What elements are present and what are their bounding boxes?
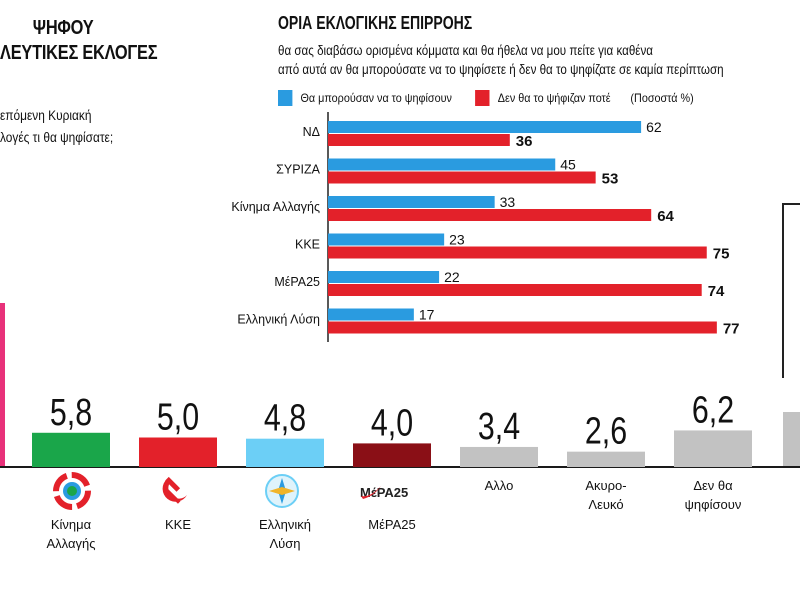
vbar-category-label: Κίνημα (51, 517, 92, 532)
hbar-never-vote-bar (328, 246, 707, 259)
elliniki-lysi-logo-icon (264, 473, 304, 513)
mera25-logo: ΜέΡΑ25 (360, 484, 408, 502)
vbar-value-label: 2,6 (585, 411, 627, 453)
left-question-line2: λογές τι θα ψηφίσατε; (0, 129, 114, 145)
kinima-allagis-logo-icon (52, 471, 92, 511)
hbar-never-vote-value: 36 (516, 133, 533, 150)
hbar-category-label: ΣΥΡΙΖΑ (276, 163, 321, 177)
inset-title: ΟΡΙΑ ΕΚΛΟΓΙΚΗΣ ΕΠΙΡΡΟΗΣ (278, 13, 473, 33)
vbar-value-label: 5,8 (50, 392, 92, 434)
vbar-bar (246, 438, 324, 467)
vbar-category-label: ΚΚΕ (165, 517, 191, 532)
hbar-could-vote-bar (328, 308, 414, 321)
right-cropped-frame (782, 203, 800, 378)
hbar-category-label: ΜέΡΑ25 (274, 275, 320, 289)
vbar-bar (353, 443, 431, 467)
vbar-value-label: 5,0 (157, 396, 199, 438)
vbar-category-label: ψηφίσουν (685, 497, 742, 512)
mera25-swoosh-icon (361, 486, 381, 499)
hbar-never-vote-value: 75 (713, 246, 730, 263)
legend-item-never-vote: Δεν θα το ψήφιζαν ποτέ (475, 90, 611, 106)
left-question-line1: επόμενη Κυριακή (0, 107, 92, 123)
legend-label-could-vote: Θα μπορούσαν να το ψηφίσουν (300, 91, 452, 105)
hbar-could-vote-bar (328, 158, 556, 171)
vbar-category-label: ΜέΡΑ25 (368, 517, 415, 532)
hbar-never-vote-value: 64 (657, 208, 674, 225)
hbar-could-vote-bar (328, 233, 445, 246)
left-chart-title: ΨΗΦΟΥ ΛΕΥΤΙΚΕΣ ΕΚΛΟΓΕΣ (0, 16, 158, 66)
inset-question: θα σας διαβάσω ορισμένα κόμματα και θα ή… (278, 41, 724, 79)
hbar-never-vote-bar (328, 321, 717, 334)
hbar-could-vote-value: 23 (449, 232, 465, 248)
hbar-never-vote-value: 77 (723, 321, 740, 338)
vbar-bar (567, 451, 645, 467)
left-title-line2: ΛΕΥΤΙΚΕΣ ΕΚΛΟΓΕΣ (0, 42, 158, 64)
vbar-value-label: 3,4 (478, 406, 520, 448)
vbar-value-label: 6,2 (692, 389, 734, 431)
hbar-category-label: ΝΔ (303, 125, 320, 139)
vbar-category-label: Αλλο (485, 478, 514, 493)
vbar-bar (460, 446, 538, 467)
vbar-value-label: 4,8 (264, 398, 306, 440)
vbar-bar (32, 432, 110, 467)
inset-question-line1: θα σας διαβάσω ορισμένα κόμματα και θα ή… (278, 43, 653, 58)
left-title-line1: ΨΗΦΟΥ (32, 17, 94, 39)
hbar-never-vote-value: 74 (708, 283, 725, 300)
hbar-never-vote-bar (328, 209, 652, 221)
legend-unit-note: (Ποσοστά %) (630, 91, 694, 105)
legend-swatch-blue (278, 90, 293, 106)
hbar-never-vote-bar (328, 284, 702, 296)
left-chart-question: επόμενη Κυριακή λογές τι θα ψηφίσατε; (0, 104, 113, 148)
hbar-category-label: Κίνημα Αλλαγής (231, 200, 320, 214)
hbar-could-vote-bar (328, 196, 495, 208)
hbar-category-label: ΚΚΕ (295, 238, 320, 252)
hbar-could-vote-value: 45 (560, 157, 576, 173)
inset-legend: Θα μπορούσαν να το ψηφίσουν Δεν θα το ψή… (278, 90, 694, 106)
vbar-category-label: Λευκό (588, 497, 623, 512)
hbar-never-vote-bar (328, 171, 596, 184)
vbar-bar (674, 430, 752, 467)
hbar-never-vote-value: 53 (602, 171, 619, 188)
mera25-logo-text: ΜέΡΑ25 (360, 485, 409, 500)
vbar-category-label: Αλλαγής (47, 536, 96, 551)
legend-swatch-red (475, 90, 490, 106)
hbar-could-vote-value: 22 (444, 269, 460, 285)
hbar-could-vote-bar (328, 121, 642, 133)
vbar-category-label: Ελληνική (259, 517, 311, 532)
hbar-category-label: Ελληνική Λύση (237, 313, 320, 327)
inset-question-line2: από αυτά αν θα μπορούσατε να το ψηφίσετε… (278, 62, 724, 77)
hbar-could-vote-value: 62 (646, 119, 662, 135)
vbar-bar (139, 437, 217, 467)
hbar-could-vote-value: 33 (500, 194, 516, 210)
right-cropped-gray-bar (783, 412, 800, 468)
vbar-category-label: Δεν θα (693, 478, 733, 493)
vbar-value-label: 4,0 (371, 402, 413, 444)
vbar-category-label: Λύση (269, 536, 300, 551)
cropped-pink-bar (0, 303, 5, 468)
hammer-sickle-icon (157, 473, 197, 513)
vbar-category-label: Ακυρο- (585, 478, 626, 493)
hbar-never-vote-bar (328, 134, 510, 146)
hbar-could-vote-bar (328, 271, 440, 283)
legend-item-could-vote: Θα μπορούσαν να το ψηφίσουν (278, 90, 452, 106)
hbar-could-vote-value: 17 (419, 307, 435, 323)
legend-label-never-vote: Δεν θα το ψήφιζαν ποτέ (497, 91, 611, 105)
